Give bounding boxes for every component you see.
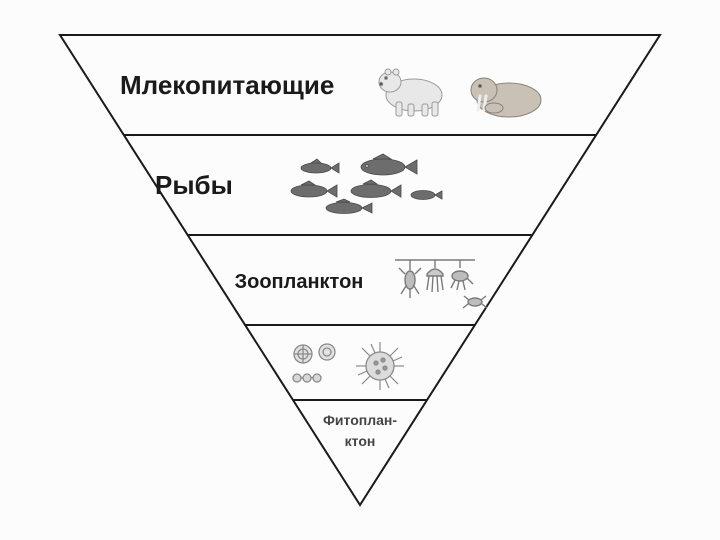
level-mammals: Млекопитающие <box>120 45 600 125</box>
level-phytoplankton-illus <box>265 335 455 395</box>
level-fish: Рыбы <box>155 150 525 220</box>
level-fish-label: Рыбы <box>155 170 233 201</box>
level-phytoplankton-label: Фитоплан- ктон <box>290 410 430 452</box>
level-mammals-label: Млекопитающие <box>120 70 334 101</box>
level-zooplankton: Зоопланктон <box>215 250 515 315</box>
polar-bear-walrus-icon <box>374 50 554 120</box>
phytoplankton-text-1: Фитоплан- <box>323 410 397 431</box>
zooplankton-icon <box>385 252 495 314</box>
phytoplankton-text-2: ктон <box>345 431 376 452</box>
level-zooplankton-label: Зоопланктон <box>235 271 364 294</box>
fish-school-icon <box>281 150 471 220</box>
pyramid-diagram: Млекопитающие <box>50 25 670 515</box>
phytoplankton-cells-icon <box>285 338 435 393</box>
